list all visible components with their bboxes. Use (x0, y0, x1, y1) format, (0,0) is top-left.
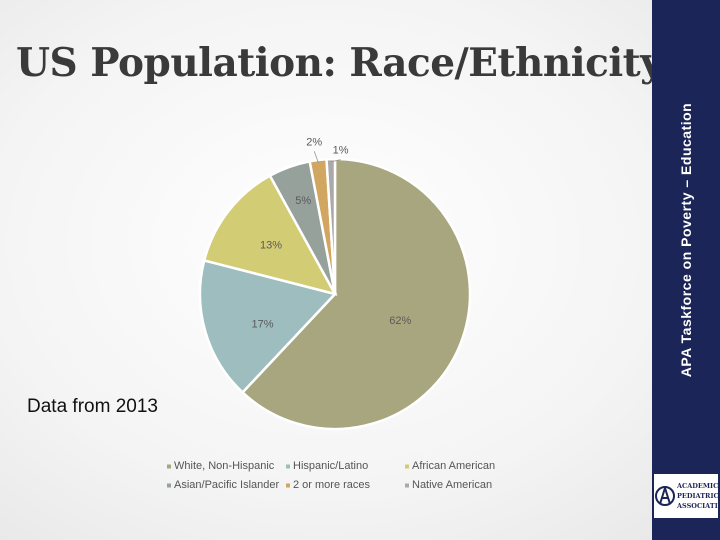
legend-item-asian-pacific-islander: Asian/Pacific Islander (167, 479, 279, 491)
sidebar-band (652, 0, 720, 540)
pie-slice-native-american (325, 157, 337, 295)
legend-item-hispanic-latino: Hispanic/Latino (286, 460, 368, 472)
legend-swatch (405, 483, 409, 488)
slide-title: US Population: Race/Ethnicity (16, 40, 663, 86)
legend-swatch (286, 464, 290, 469)
pie-slice-white-non-hispanic (240, 157, 472, 431)
data-label-hispanic-latino: 17% (251, 319, 273, 331)
leader-line (330, 159, 341, 163)
data-label-african-american: 13% (260, 239, 282, 251)
pie-slice-african-american (202, 174, 338, 296)
svg-text:PEDIATRIC: PEDIATRIC (677, 492, 718, 500)
legend-swatch (167, 483, 171, 488)
apa-logo: ACADEMIC PEDIATRIC ASSOCIATION (654, 474, 718, 518)
pie-chart: 62% 17% 13% 5% 2% 1% White, Non-Hispanic Hispan… (167, 136, 495, 491)
data-label-native-american: 1% (333, 145, 349, 157)
data-year-note: Data from 2013 (27, 396, 158, 417)
legend-label: Native American (412, 479, 492, 491)
data-label-white-non-hispanic: 62% (389, 315, 411, 327)
legend-label: Hispanic/Latino (293, 460, 368, 472)
legend-swatch (167, 464, 171, 469)
legend-label: 2 or more races (293, 479, 371, 491)
pie-slice-hispanic-latino (198, 258, 338, 395)
legend-swatch (405, 464, 409, 469)
legend-swatch (286, 483, 290, 488)
data-label-asian-pacific-islander: 5% (295, 195, 311, 207)
data-label-2-or-more-races: 2% (306, 136, 322, 148)
legend-label: African American (412, 460, 495, 472)
legend-item-native-american: Native American (405, 479, 492, 491)
legend-item-white-non-hispanic: White, Non-Hispanic (167, 460, 275, 472)
svg-text:ACADEMIC: ACADEMIC (676, 482, 718, 490)
vertical-taskforce-label: APA Taskforce on Poverty – Education (678, 102, 694, 378)
svg-text:ASSOCIATION: ASSOCIATION (676, 502, 718, 510)
legend-item-2-or-more-races: 2 or more races (286, 479, 371, 491)
legend-label: Asian/Pacific Islander (174, 479, 279, 491)
legend-item-african-american: African American (405, 460, 495, 472)
leader-line (313, 151, 319, 163)
legend-label: White, Non-Hispanic (174, 460, 275, 472)
